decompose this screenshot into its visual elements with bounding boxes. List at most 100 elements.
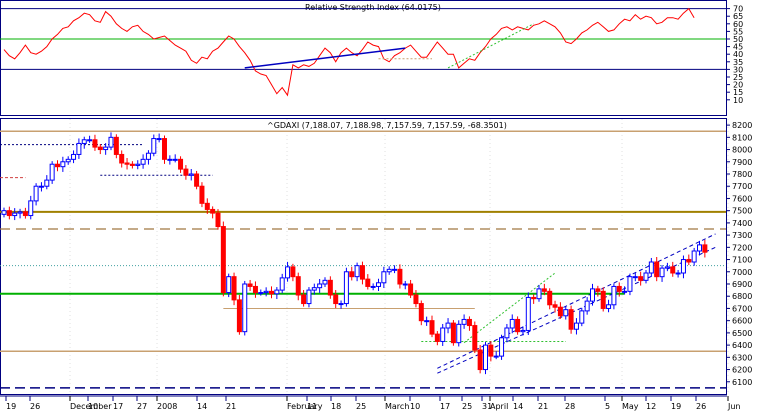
candle-down <box>616 285 622 292</box>
candle-down <box>397 268 403 285</box>
candle-down <box>183 168 189 176</box>
x-tick-label: 10 <box>410 402 420 411</box>
candle-down <box>365 278 371 287</box>
candle-up <box>525 296 531 331</box>
candle-up <box>381 271 387 284</box>
candle-up <box>697 244 702 252</box>
candle-up <box>648 261 654 274</box>
candle-down <box>210 208 216 214</box>
candle-up <box>306 289 312 305</box>
candle-up <box>76 142 82 155</box>
x-tick-label: February <box>287 402 323 411</box>
candle-up <box>71 153 77 160</box>
candle-up <box>643 272 649 281</box>
candle-up <box>12 212 18 217</box>
candle-up <box>87 139 93 142</box>
x-tick-label: December <box>70 402 112 411</box>
candle-up <box>226 276 232 294</box>
candle-up <box>49 163 55 181</box>
candle-up <box>188 173 194 176</box>
candle-up <box>632 276 638 279</box>
uptrend-line-upper <box>437 233 716 369</box>
price-y-tick-label: 6700 <box>732 304 752 313</box>
candle-up <box>108 136 114 148</box>
uptrend-line-green <box>463 272 556 344</box>
candle-up <box>627 276 633 292</box>
price-y-tick-label: 6300 <box>732 353 752 362</box>
x-tick-label: April <box>490 402 508 411</box>
candle-up <box>456 323 462 344</box>
x-tick-label: 17 <box>113 402 123 411</box>
candle-down <box>552 304 558 308</box>
x-tick-label: May <box>622 402 639 411</box>
candle-up <box>28 200 34 217</box>
candle-down <box>413 294 419 305</box>
price-y-tick-label: 7600 <box>732 194 752 203</box>
candle-up <box>103 146 109 151</box>
candle-down <box>124 162 130 165</box>
candle-up <box>81 139 87 144</box>
candle-up <box>584 300 590 312</box>
candle-up <box>504 327 510 339</box>
candle-up <box>622 290 628 293</box>
x-tick-label: 19 <box>6 402 16 411</box>
price-y-tick-label: 6800 <box>732 292 752 301</box>
candle-down <box>199 185 205 204</box>
candle-up <box>317 283 323 289</box>
candle-up <box>38 185 44 188</box>
candle-down <box>541 288 547 292</box>
candle-up <box>258 292 264 295</box>
x-tick-label: 2008 <box>157 402 177 411</box>
candle-down <box>129 163 135 166</box>
x-tick-label: 19 <box>671 402 681 411</box>
candle-up <box>536 288 542 300</box>
candle-down <box>194 173 200 187</box>
price-levels <box>0 130 726 389</box>
candle-down <box>686 259 692 263</box>
candle-up <box>274 289 280 295</box>
candle-down <box>247 283 253 287</box>
price-panel-frame <box>0 118 727 395</box>
candle-down <box>162 138 167 160</box>
candle-up <box>65 158 71 163</box>
candle-down <box>670 266 676 274</box>
candle-up <box>167 158 173 161</box>
rsi-y-tick-label: 40 <box>733 50 743 59</box>
candle-up <box>680 259 686 274</box>
candle-down <box>568 309 574 330</box>
candle-up <box>140 158 146 165</box>
candle-down <box>97 146 103 151</box>
x-tick-label: 25 <box>356 402 366 411</box>
x-tick-label: 27 <box>137 402 147 411</box>
rsi-y-tick-label: 45 <box>733 43 743 52</box>
candle-down <box>204 202 210 210</box>
candle-up <box>691 250 697 263</box>
rsi-y-tick-label: 35 <box>733 58 743 67</box>
price-y-tick-label: 7800 <box>732 170 752 179</box>
candle-down <box>327 279 333 296</box>
candle-down <box>477 349 483 371</box>
x-tick-label: 14 <box>197 402 207 411</box>
candle-down <box>595 288 601 292</box>
candle-down <box>231 276 237 301</box>
x-tick-label: 11 <box>307 402 317 411</box>
candle-up <box>151 138 157 154</box>
candle-up <box>322 279 328 285</box>
candle-up <box>338 303 344 306</box>
candle-up <box>483 344 488 371</box>
price-panel: ^GDAXI (7,188.07, 7,188.98, 7,157.59, 7,… <box>0 118 752 395</box>
candle-down <box>119 153 125 164</box>
rsi-series-line <box>3 7 695 97</box>
candle-up <box>659 267 665 278</box>
candle-up <box>354 265 360 278</box>
candle-up <box>279 277 285 291</box>
candle-up <box>60 161 66 168</box>
candle-up <box>520 329 526 333</box>
rsi-title: Relative Strength Index (64.0175) <box>305 3 441 12</box>
rsi-y-tick-label: 25 <box>733 73 743 82</box>
candle-up <box>579 310 585 324</box>
candle-down <box>450 322 456 344</box>
